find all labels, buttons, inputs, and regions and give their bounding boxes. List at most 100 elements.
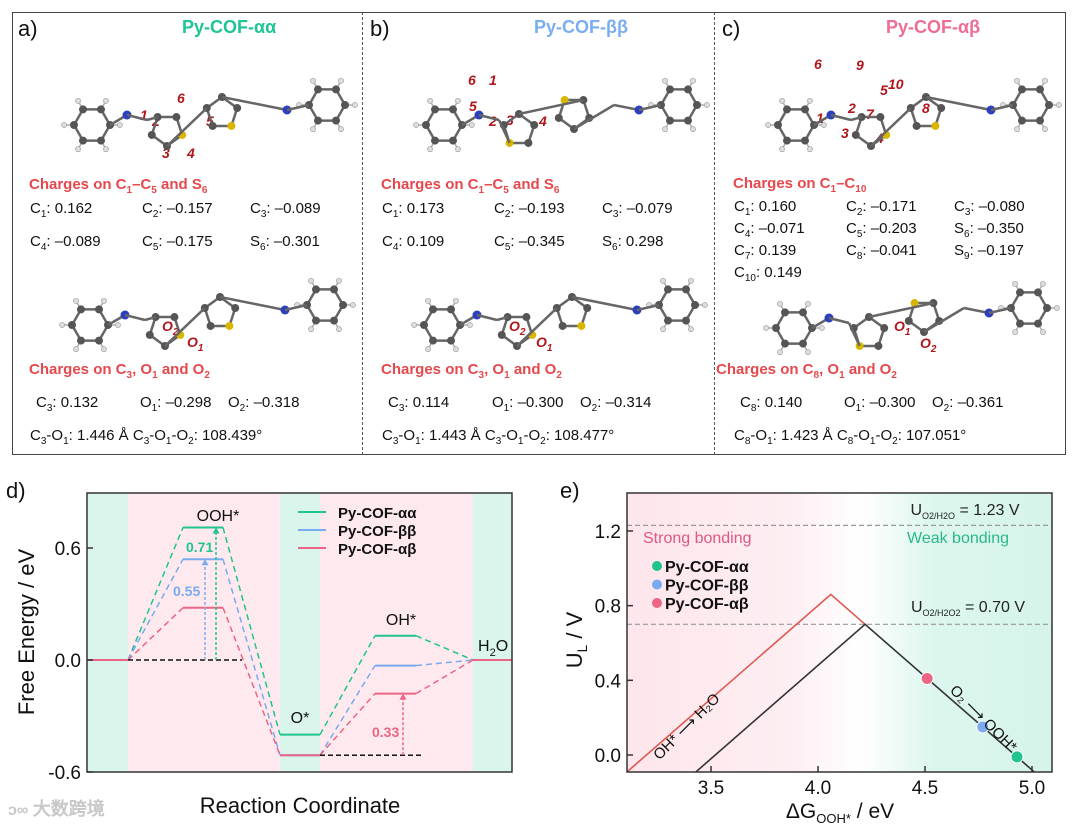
carbon-atom bbox=[554, 113, 563, 122]
watermark: ↄ∞ 大数跨境 bbox=[8, 795, 105, 821]
carbon-atom bbox=[781, 308, 789, 317]
carbon-atom bbox=[1016, 288, 1024, 297]
hydrogen-atom bbox=[660, 277, 666, 284]
subscript: 1 bbox=[478, 185, 485, 196]
hydrogen-atom bbox=[310, 77, 316, 84]
carbon-atom bbox=[95, 336, 103, 345]
charge-v: : –0.193 bbox=[510, 200, 565, 217]
carbon-atom bbox=[684, 85, 692, 94]
text-segment: C bbox=[734, 427, 745, 444]
charge-s: 8 bbox=[856, 251, 863, 262]
molecule-structure bbox=[61, 77, 358, 153]
charge-s: 2 bbox=[943, 403, 950, 414]
text-segment: / V bbox=[562, 611, 587, 644]
atom-number-label: 3 bbox=[841, 125, 849, 141]
charge-a: S bbox=[954, 242, 965, 259]
charge-s: 3 bbox=[398, 403, 405, 414]
charge-a: C bbox=[30, 200, 41, 217]
carbon-atom bbox=[95, 305, 103, 314]
oxygen-label: O2 bbox=[509, 318, 525, 338]
charge-s: 1 bbox=[151, 403, 158, 414]
bond-geometry: C3-O1: 1.446 Å C3-O1-O2: 108.439° bbox=[30, 427, 262, 447]
carbon-atom bbox=[799, 339, 807, 348]
charge-s: 1 bbox=[40, 209, 47, 220]
charge-v: : –0.079 bbox=[618, 200, 673, 217]
hydrogen-atom bbox=[308, 277, 314, 284]
hydrogen-atom bbox=[662, 77, 668, 84]
charge-s: 1 bbox=[503, 403, 510, 414]
subscript: 1 bbox=[517, 436, 524, 447]
charge-value: C10: 0.149 bbox=[734, 264, 802, 284]
hydrogen-atom bbox=[101, 297, 107, 304]
subscript: 3 bbox=[495, 436, 502, 447]
carbon-atom bbox=[1018, 116, 1026, 125]
carbon-atom bbox=[774, 121, 782, 129]
carbon-atom bbox=[558, 321, 567, 330]
charge-value: O2: –0.314 bbox=[580, 394, 651, 414]
bond bbox=[990, 103, 1014, 112]
carbon-atom bbox=[449, 136, 457, 145]
carbon-atom bbox=[77, 305, 85, 314]
charge-value: O1: –0.298 bbox=[140, 394, 211, 414]
bond bbox=[497, 119, 511, 144]
carbon-atom bbox=[208, 121, 217, 130]
hydrogen-atom bbox=[779, 146, 785, 153]
carbon-atom bbox=[664, 285, 672, 294]
plot-frame bbox=[86, 492, 513, 773]
atom-number-label: 7 bbox=[866, 106, 874, 122]
oxygen-label: O1 bbox=[894, 318, 910, 338]
panel-title: Py-COF-ββ bbox=[534, 17, 628, 37]
carbon-atom bbox=[172, 113, 181, 122]
charge-value: O2: –0.318 bbox=[228, 394, 299, 414]
carbon-atom bbox=[799, 308, 807, 317]
charge-value: C1: 0.173 bbox=[382, 200, 444, 220]
hydrogen-atom bbox=[75, 146, 81, 153]
carbon-atom bbox=[857, 113, 866, 122]
hydrogen-atom bbox=[690, 77, 696, 84]
volcano-line bbox=[627, 593, 866, 772]
hydrogen-atom bbox=[115, 322, 121, 328]
charge-a: C bbox=[734, 220, 745, 237]
charge-v: : 0.139 bbox=[750, 242, 797, 259]
text-segment: : 108.477° bbox=[545, 427, 615, 444]
oxygen-label: O2 bbox=[920, 335, 936, 355]
hydrogen-atom bbox=[351, 102, 358, 108]
stage-band bbox=[87, 493, 128, 772]
bond bbox=[636, 303, 660, 312]
atom-number-label: 1 bbox=[816, 110, 824, 126]
gap-label: 0.55 bbox=[173, 583, 200, 599]
oxygen-label: O2 bbox=[162, 318, 178, 338]
charge-a: C bbox=[734, 264, 745, 281]
charge-a: O bbox=[894, 318, 905, 334]
charge-value: C5: –0.175 bbox=[142, 233, 213, 253]
stage-label-ooh: OOH* bbox=[197, 508, 240, 525]
hydrogen-atom bbox=[662, 126, 668, 133]
text-segment: : 107.051° bbox=[897, 427, 967, 444]
subscript: 1 bbox=[839, 370, 845, 381]
molecule-structure bbox=[763, 280, 1060, 356]
bond bbox=[868, 301, 934, 319]
subscript: 2 bbox=[891, 370, 897, 381]
charge-value: C5: –0.345 bbox=[494, 233, 565, 253]
text-segment: -O bbox=[750, 427, 768, 444]
charge-s: 2 bbox=[519, 326, 526, 338]
arrowhead-icon bbox=[201, 559, 209, 566]
stage-band bbox=[473, 493, 512, 772]
carbon-atom bbox=[429, 305, 437, 314]
charge-v: : –0.197 bbox=[969, 242, 1024, 259]
atom-number-label: 6 bbox=[468, 72, 476, 88]
hydrogen-atom bbox=[779, 97, 785, 104]
sulfur-atom bbox=[225, 321, 234, 330]
subscript: 6 bbox=[201, 185, 208, 196]
text-segment: / eV bbox=[851, 800, 894, 823]
carbon-atom bbox=[1018, 85, 1026, 94]
charge-value: C2: –0.157 bbox=[142, 200, 213, 220]
charge-s: 5 bbox=[504, 242, 511, 253]
data-point bbox=[1010, 750, 1024, 764]
hydrogen-atom bbox=[425, 297, 431, 304]
charges-heading: Charges on C8, O1 and O2 bbox=[716, 361, 897, 381]
atom-number-label: 9 bbox=[856, 57, 864, 73]
hydrogen-atom bbox=[427, 97, 433, 104]
atom-number-label: 6 bbox=[177, 90, 185, 106]
text-segment: and O bbox=[157, 361, 205, 378]
